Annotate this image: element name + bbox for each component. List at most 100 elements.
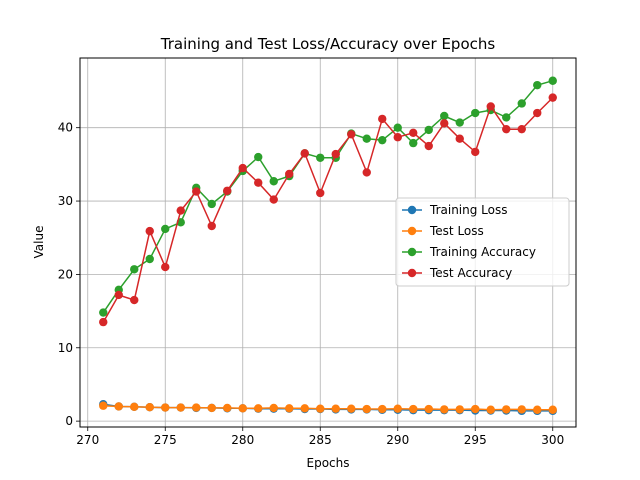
test-loss-point (440, 405, 449, 414)
test-accuracy-point (300, 149, 309, 158)
legend-swatch-marker (407, 205, 417, 215)
x-axis-label: Epochs (307, 456, 350, 470)
legend-label: Test Accuracy (429, 266, 512, 280)
test-accuracy-point (378, 114, 387, 124)
test-accuracy-point (347, 130, 356, 139)
test-loss-point (161, 403, 170, 412)
legend-box (395, 197, 570, 287)
y-tick-label: 40 (58, 121, 73, 135)
test-loss-point (316, 404, 325, 413)
test-accuracy-point (207, 221, 216, 231)
x-tick-label: 290 (386, 433, 409, 447)
test-accuracy-point (424, 141, 433, 151)
test-accuracy-point (455, 134, 464, 143)
test-loss-point (362, 404, 371, 414)
test-accuracy-point (502, 124, 511, 134)
test-accuracy-point (238, 163, 247, 173)
test-loss-point (130, 402, 139, 412)
training-accuracy-point (471, 108, 480, 118)
chart-title: Training and Test Loss/Accuracy over Epo… (160, 35, 496, 53)
legend: Training Loss Test Loss Training Accuracy T… (395, 197, 570, 287)
test-loss-point (114, 402, 123, 411)
legend-item-test-accuracy: Test Accuracy (402, 266, 512, 280)
test-loss-point (393, 404, 402, 413)
test-accuracy-line (102, 97, 554, 323)
test-loss-point (99, 401, 108, 410)
plot-area (79, 57, 577, 428)
test-accuracy-point (471, 147, 480, 157)
training-accuracy-point (145, 254, 154, 264)
legend-label: Test Loss (429, 224, 484, 238)
training-accuracy-point (161, 224, 170, 234)
x-tick-label: 300 (541, 433, 564, 447)
test-loss-point (502, 405, 511, 414)
test-accuracy-point (548, 93, 557, 102)
training-accuracy-point (269, 177, 278, 186)
test-loss-series (99, 401, 557, 414)
training-accuracy-point (548, 76, 557, 85)
test-accuracy-point (99, 317, 108, 327)
test-accuracy-point (331, 149, 340, 159)
x-tick-label: 270 (76, 433, 99, 447)
axis-ticks: 270 275 280 285 290 295 300 0 10 20 30 40 (58, 121, 564, 447)
test-accuracy-point (486, 102, 495, 111)
test-accuracy-point (114, 290, 123, 300)
training-accuracy-point (378, 135, 387, 145)
legend-swatch-marker (407, 247, 417, 257)
test-accuracy-point (316, 188, 325, 198)
y-tick-label: 30 (58, 194, 73, 208)
test-accuracy-point (130, 295, 139, 305)
test-accuracy-point (223, 186, 232, 195)
test-accuracy-point (269, 195, 278, 204)
training-accuracy-point (362, 134, 371, 143)
training-accuracy-point (502, 113, 511, 122)
test-accuracy-point (161, 262, 170, 272)
series-lines (99, 76, 557, 416)
test-loss-point (533, 405, 542, 414)
test-loss-line (103, 404, 553, 411)
training-accuracy-point (99, 308, 108, 317)
test-loss-point (331, 404, 340, 413)
test-accuracy-point (176, 206, 185, 215)
test-loss-point (269, 403, 278, 413)
training-accuracy-point (455, 118, 464, 127)
test-loss-point (471, 404, 480, 414)
test-loss-point (223, 403, 232, 413)
y-tick-label: 20 (58, 267, 73, 281)
test-accuracy-point (533, 108, 542, 118)
test-loss-point (424, 404, 433, 414)
x-tick-label: 280 (231, 433, 254, 447)
legend-label: Training Loss (429, 203, 507, 217)
test-loss-point (254, 404, 263, 413)
legend-item-training-accuracy: Training Accuracy (402, 245, 536, 259)
test-loss-point (300, 404, 309, 413)
test-loss-point (455, 405, 464, 414)
test-loss-point (145, 402, 154, 412)
test-loss-point (486, 405, 495, 414)
test-accuracy-point (440, 119, 449, 128)
legend-swatch-marker (407, 268, 417, 278)
test-loss-point (517, 405, 526, 414)
test-accuracy-series (99, 93, 557, 327)
test-loss-point (285, 404, 294, 413)
legend-swatch-marker (407, 226, 417, 236)
y-tick-label: 0 (65, 414, 73, 428)
training-accuracy-point (207, 199, 216, 209)
test-accuracy-point (393, 133, 402, 142)
x-tick-label: 275 (154, 433, 177, 447)
test-loss-point (192, 403, 201, 412)
training-accuracy-point (533, 80, 542, 90)
test-loss-point (176, 403, 185, 412)
test-loss-point (548, 405, 557, 414)
legend-label: Training Accuracy (429, 245, 536, 259)
y-tick-label: 10 (58, 341, 73, 355)
training-accuracy-point (316, 153, 325, 162)
test-loss-point (238, 404, 247, 413)
legend-item-test-loss: Test Loss (402, 224, 484, 238)
test-accuracy-point (362, 168, 371, 177)
training-accuracy-point (393, 123, 402, 132)
training-accuracy-point (517, 99, 526, 108)
training-accuracy-point (254, 152, 263, 162)
test-loss-point (347, 404, 356, 413)
test-accuracy-point (285, 169, 294, 179)
